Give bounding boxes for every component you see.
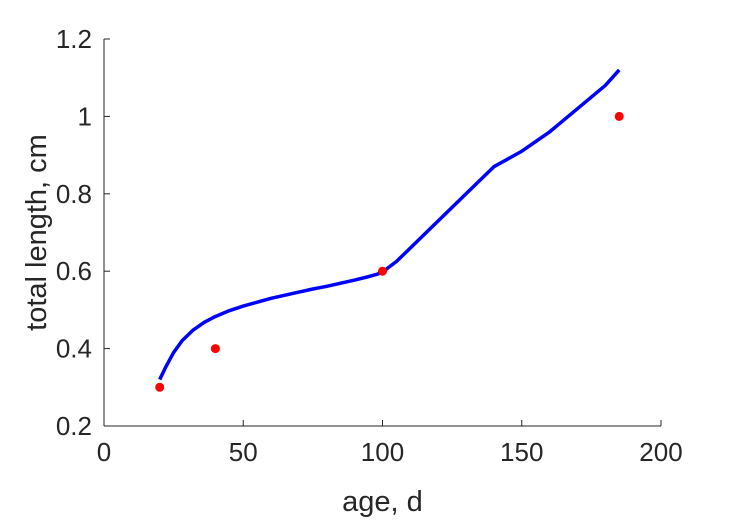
data-point (378, 266, 387, 276)
axes (103, 38, 662, 427)
x-tick-label: 200 (639, 437, 682, 467)
x-tick-label: 0 (97, 437, 111, 467)
x-tick-label: 150 (500, 437, 543, 467)
data-point (210, 344, 220, 354)
data-point (155, 382, 165, 392)
y-tick-label: 0.8 (56, 179, 92, 209)
y-tick-label: 1.2 (56, 24, 92, 54)
y-axis-label: total length, cm (21, 134, 53, 331)
series-layer (155, 68, 624, 392)
data-point (614, 111, 624, 121)
x-tick-label: 100 (361, 437, 404, 467)
model-curve-line (158, 68, 621, 381)
y-tick-label: 0.4 (56, 334, 92, 364)
y-tick-label: 1 (78, 101, 92, 131)
x-tick-label: 50 (229, 437, 258, 467)
y-tick-label: 0.2 (56, 411, 92, 441)
x-axis-label: age, d (342, 486, 423, 518)
y-tick-label: 0.6 (56, 256, 92, 286)
tick-labels: 0 50 100 150 200 0.2 0.4 0.6 0.8 1 1.2 (56, 24, 683, 467)
